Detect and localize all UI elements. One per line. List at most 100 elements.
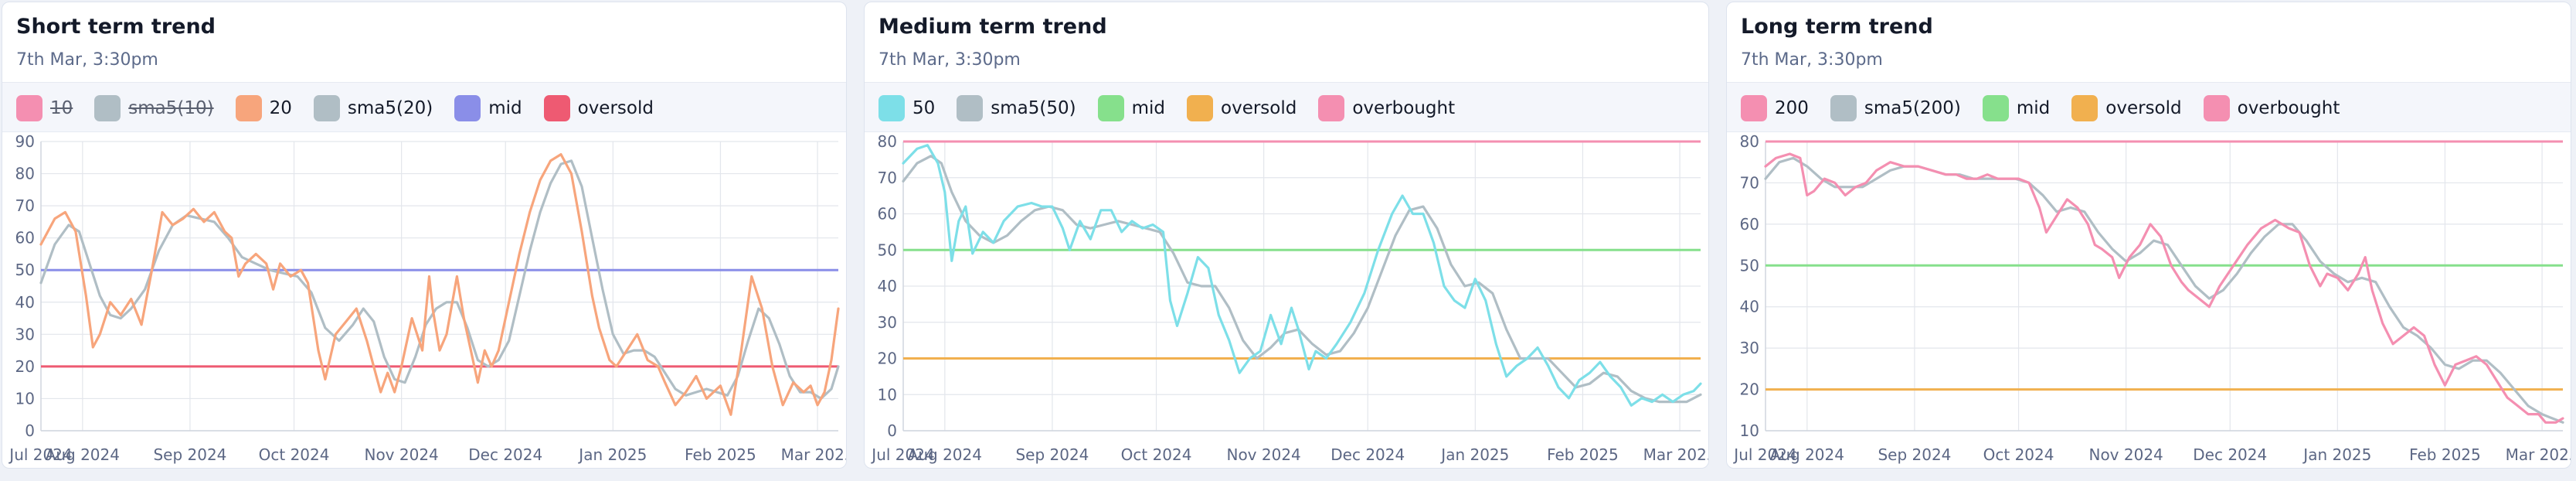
legend-swatch bbox=[313, 95, 340, 121]
legend-swatch bbox=[454, 95, 481, 121]
y-tick-label: 30 bbox=[878, 313, 897, 332]
legend-item-200[interactable]: 200 bbox=[1741, 94, 1809, 122]
y-tick-label: 10 bbox=[1740, 421, 1759, 440]
y-tick-label: 90 bbox=[15, 132, 35, 151]
legend-item-overbought[interactable]: overbought bbox=[1318, 94, 1455, 122]
series-line-50 bbox=[902, 144, 1702, 407]
series-line-sma5-50 bbox=[902, 155, 1702, 404]
legend-item-sma5-50[interactable]: sma5(50) bbox=[957, 94, 1076, 122]
x-tick-label: Dec 2024 bbox=[2193, 445, 2267, 464]
series-line-200 bbox=[1764, 152, 2564, 424]
long-term-panel: Long term trend 7th Mar, 3:30pm 200 sma5(… bbox=[1726, 2, 2571, 469]
panel-title: Short term trend bbox=[16, 15, 216, 39]
legend-swatch bbox=[16, 95, 42, 121]
legend-swatch bbox=[1318, 95, 1345, 121]
y-tick-label: 50 bbox=[1740, 256, 1759, 275]
legend-label: overbought bbox=[1352, 98, 1456, 118]
legend-item-sma5-20[interactable]: sma5(20) bbox=[313, 94, 433, 122]
legend-item-mid[interactable]: mid bbox=[454, 94, 522, 122]
panel-header: Short term trend 7th Mar, 3:30pm bbox=[2, 2, 846, 83]
y-tick-label: 80 bbox=[878, 132, 897, 151]
panel-timestamp: 7th Mar, 3:30pm bbox=[878, 50, 1021, 70]
legend-item-20[interactable]: 20 bbox=[235, 94, 292, 122]
x-tick-label: Feb 2025 bbox=[1547, 445, 1619, 464]
x-tick-label: Jan 2025 bbox=[577, 445, 647, 464]
y-tick-label: 70 bbox=[878, 169, 897, 187]
legend-swatch bbox=[1097, 95, 1124, 121]
y-tick-label: 40 bbox=[15, 293, 35, 312]
x-tick-label: Jul 2024 bbox=[8, 445, 72, 464]
y-tick-label: 20 bbox=[1740, 380, 1759, 399]
legend-label: overbought bbox=[2237, 98, 2340, 118]
legend-swatch bbox=[543, 95, 570, 121]
x-tick-label: Feb 2025 bbox=[2409, 445, 2481, 464]
y-tick-label: 30 bbox=[1740, 339, 1759, 357]
y-tick-label: 20 bbox=[878, 350, 897, 368]
chart-legend: 10 sma5(10) 20 sma5(20) mid oversold bbox=[2, 83, 846, 132]
panel-title: Medium term trend bbox=[878, 15, 1107, 39]
chart-legend: 50 sma5(50) mid oversold overbought bbox=[865, 83, 1708, 132]
panel-timestamp: 7th Mar, 3:30pm bbox=[1741, 50, 1883, 70]
y-tick-label: 20 bbox=[15, 357, 35, 376]
x-tick-label: Dec 2024 bbox=[468, 445, 542, 464]
legend-label: oversold bbox=[577, 98, 654, 118]
legend-label: sma5(50) bbox=[991, 98, 1076, 118]
y-tick-label: 80 bbox=[1740, 132, 1759, 151]
panel-header: Long term trend 7th Mar, 3:30pm bbox=[1727, 2, 2571, 83]
x-tick-label: Oct 2024 bbox=[259, 445, 330, 464]
legend-item-oversold[interactable]: oversold bbox=[2071, 94, 2182, 122]
x-tick-label: Jul 2024 bbox=[1732, 445, 1796, 464]
medium-term-panel: Medium term trend 7th Mar, 3:30pm 50 sma5… bbox=[864, 2, 1709, 469]
x-tick-label: Nov 2024 bbox=[364, 445, 438, 464]
legend-item-sma5-10[interactable]: sma5(10) bbox=[94, 94, 214, 122]
legend-label: 50 bbox=[912, 98, 936, 118]
x-tick-label: Aug 2024 bbox=[908, 445, 982, 464]
legend-item-oversold[interactable]: oversold bbox=[543, 94, 654, 122]
y-tick-label: 70 bbox=[15, 196, 35, 215]
y-tick-label: 10 bbox=[878, 385, 897, 404]
legend-label: 200 bbox=[1775, 98, 1809, 118]
legend-swatch bbox=[878, 95, 905, 121]
y-tick-label: 80 bbox=[15, 165, 35, 183]
x-tick-label: Mar 2025 bbox=[1643, 445, 1709, 464]
legend-item-50[interactable]: 50 bbox=[878, 94, 935, 122]
legend-item-mid[interactable]: mid bbox=[1097, 94, 1166, 122]
legend-item-mid[interactable]: mid bbox=[1982, 94, 2050, 122]
grid bbox=[902, 141, 1701, 432]
x-tick-label: Mar 2025 bbox=[781, 445, 847, 464]
y-tick-label: 40 bbox=[878, 277, 897, 295]
y-tick-label: 0 bbox=[25, 421, 35, 440]
grid bbox=[1765, 141, 2563, 432]
x-tick-label: Jan 2025 bbox=[2302, 445, 2371, 464]
y-tick-label: 40 bbox=[1740, 298, 1759, 316]
legend-label: sma5(200) bbox=[1864, 98, 1961, 118]
legend-swatch bbox=[2071, 95, 2099, 121]
legend-item-10[interactable]: 10 bbox=[16, 94, 73, 122]
legend-label: oversold bbox=[2105, 98, 2182, 118]
legend-swatch bbox=[1187, 95, 1214, 121]
legend-swatch bbox=[1982, 95, 2009, 121]
legend-item-sma5-200[interactable]: sma5(200) bbox=[1830, 94, 1961, 122]
legend-item-oversold[interactable]: oversold bbox=[1187, 94, 1296, 122]
x-tick-label: Mar 2025 bbox=[2506, 445, 2571, 464]
x-tick-label: Aug 2024 bbox=[46, 445, 120, 464]
y-tick-label: 0 bbox=[887, 421, 897, 440]
y-tick-label: 30 bbox=[15, 325, 35, 343]
legend-label: mid bbox=[1131, 98, 1166, 118]
panel-title: Long term trend bbox=[1741, 15, 1933, 39]
legend-label: sma5(20) bbox=[347, 98, 433, 118]
legend-swatch bbox=[1830, 95, 1857, 121]
legend-item-overbought[interactable]: overbought bbox=[2203, 94, 2340, 122]
series-line-sma5-200 bbox=[1764, 156, 2564, 424]
legend-swatch bbox=[94, 95, 121, 121]
x-tick-label: Nov 2024 bbox=[2088, 445, 2163, 464]
series-line-sma5-20 bbox=[39, 159, 840, 400]
y-tick-label: 60 bbox=[1740, 215, 1759, 234]
x-tick-label: Dec 2024 bbox=[1330, 445, 1405, 464]
series-line-20 bbox=[39, 153, 840, 416]
x-tick-label: Feb 2025 bbox=[685, 445, 756, 464]
y-tick-label: 60 bbox=[15, 229, 35, 247]
legend-label: 20 bbox=[269, 98, 292, 118]
